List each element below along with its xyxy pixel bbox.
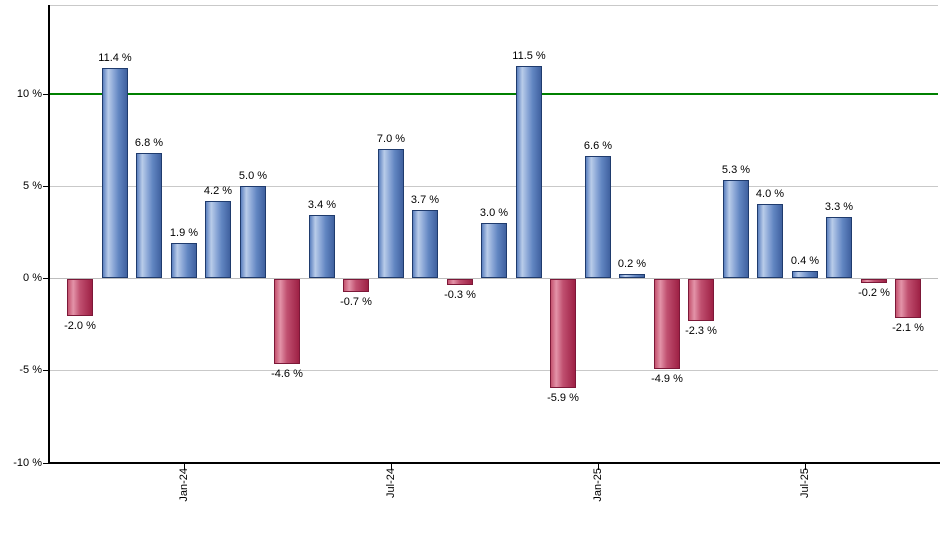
positive-return-bar [619,274,645,278]
bar-value-label: -2.0 % [64,320,96,332]
bar-value-label: 7.0 % [376,133,406,145]
x-axis-tick-label: Jul-25 [799,468,811,498]
plot-top-border [49,5,938,6]
y-axis-tick-label: 5 % [23,180,42,192]
y-tick-mark [43,94,48,95]
negative-return-bar [861,279,887,283]
negative-return-bar [447,279,473,285]
bar-value-label: -0.2 % [858,287,890,299]
bar-value-label: 1.9 % [169,227,199,239]
y-axis-line [48,5,50,464]
positive-return-bar [378,149,404,278]
gridline [50,370,938,371]
y-tick-mark [43,278,48,279]
y-axis-tick-label: -5 % [19,364,42,376]
positive-return-bar [240,186,266,278]
negative-return-bar [550,279,576,388]
bar-value-label: 3.3 % [824,201,854,213]
x-tick-mark [391,464,392,470]
positive-return-bar [171,243,197,278]
x-tick-mark [598,464,599,470]
positive-return-bar [309,215,335,278]
positive-return-bar [757,204,783,278]
x-axis-tick-label: Jan-25 [592,468,604,502]
y-tick-mark [43,463,48,464]
positive-return-bar [792,271,818,278]
zero-gridline [50,278,938,279]
positive-return-bar [136,153,162,278]
y-axis-tick-label: 10 % [16,88,42,100]
bar-value-label: -0.7 % [340,296,372,308]
bar-value-label: -2.3 % [685,325,717,337]
positive-return-bar [723,180,749,278]
bar-value-label: -4.9 % [651,373,683,385]
bar-value-label: 5.0 % [238,170,268,182]
positive-return-bar [102,68,128,278]
bar-value-label: -2.1 % [892,322,924,334]
bar-value-label: -0.3 % [444,289,476,301]
x-tick-mark [805,464,806,470]
y-tick-mark [43,370,48,371]
positive-return-bar [481,223,507,278]
negative-return-bar [654,279,680,369]
positive-return-bar [412,210,438,278]
y-axis-tick-label: 0 % [23,272,42,284]
bar-value-label: 4.0 % [755,188,785,200]
bar-value-label: 3.0 % [479,207,509,219]
bar-value-label: 3.7 % [410,194,440,206]
negative-return-bar [343,279,369,292]
bar-value-label: 11.4 % [98,52,132,64]
reference-line-10pct [50,93,938,95]
bar-value-label: 6.8 % [134,137,164,149]
x-axis-tick-label: Jul-24 [385,468,397,498]
negative-return-bar [67,279,93,316]
negative-return-bar [274,279,300,364]
bar-value-label: 4.2 % [203,185,233,197]
bar-value-label: -4.6 % [271,368,303,380]
y-tick-mark [43,186,48,187]
bar-value-label: 11.5 % [512,50,546,62]
x-tick-mark [184,464,185,470]
positive-return-bar [585,156,611,278]
x-axis-line [48,462,940,464]
gridline [50,186,938,187]
positive-return-bar [516,66,542,278]
negative-return-bar [688,279,714,321]
bar-value-label: 3.4 % [307,199,337,211]
negative-return-bar [895,279,921,318]
positive-return-bar [826,217,852,278]
bar-value-label: 6.6 % [583,140,613,152]
x-axis-tick-label: Jan-24 [178,468,190,502]
bar-value-label: -5.9 % [547,392,579,404]
bar-value-label: 0.2 % [617,258,647,270]
positive-return-bar [205,201,231,278]
bar-value-label: 5.3 % [721,164,751,176]
y-axis-tick-label: -10 % [13,457,42,469]
bar-value-label: 0.4 % [790,255,820,267]
